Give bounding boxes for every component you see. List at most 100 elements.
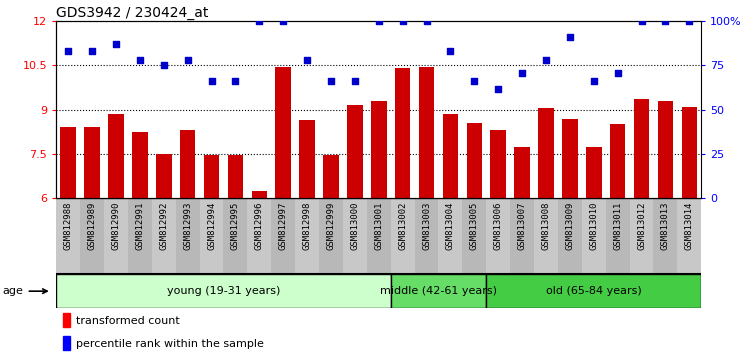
Text: GSM813012: GSM813012 [637,202,646,250]
Bar [248,198,272,274]
Point [230,79,242,84]
Point [564,34,576,40]
Bar [132,132,148,198]
Text: GSM812988: GSM812988 [64,202,73,250]
Bar [204,155,219,198]
Text: GSM812995: GSM812995 [231,202,240,250]
Point [110,41,122,47]
Text: GSM813010: GSM813010 [590,202,598,250]
Point [516,70,528,75]
Bar [299,120,315,198]
Text: GSM813003: GSM813003 [422,202,431,250]
Point [421,18,433,24]
Bar [658,101,674,198]
Text: GSM813009: GSM813009 [566,202,574,250]
Point [445,48,457,54]
Bar [439,198,462,274]
Point [612,70,624,75]
Text: GSM812996: GSM812996 [255,202,264,250]
Bar [228,155,243,198]
Bar [200,198,223,274]
Text: GSM813004: GSM813004 [446,202,455,250]
Bar [534,198,558,274]
Bar [108,114,124,198]
Point [540,57,552,63]
Bar [606,198,629,274]
Bar [629,198,653,274]
Bar [395,68,410,198]
Bar [634,99,650,198]
Bar [128,198,152,274]
Bar [486,274,701,308]
Bar [558,198,582,274]
Bar [586,147,602,198]
Bar [56,198,80,274]
Bar [442,114,458,198]
Point [492,86,504,91]
Text: young (19-31 years): young (19-31 years) [166,286,280,296]
Bar [275,67,291,198]
Bar [323,155,339,198]
Bar [653,198,677,274]
Bar [61,127,76,198]
Text: GSM813000: GSM813000 [350,202,359,250]
Point [659,18,671,24]
Text: GSM813008: GSM813008 [542,202,550,250]
Bar [538,108,554,198]
Point [683,18,695,24]
Bar [391,274,486,308]
Text: middle (42-61 years): middle (42-61 years) [380,286,497,296]
Bar [682,107,697,198]
Point [86,48,98,54]
Text: GSM813013: GSM813013 [661,202,670,250]
Point [468,79,480,84]
Bar [84,127,100,198]
Text: GSM813005: GSM813005 [470,202,478,250]
Bar [224,198,248,274]
Point [325,79,337,84]
Point [182,57,194,63]
Text: GDS3942 / 230424_at: GDS3942 / 230424_at [56,6,208,20]
Text: GSM813006: GSM813006 [494,202,502,250]
Point [349,79,361,84]
Bar [582,198,606,274]
Point [588,79,600,84]
Bar [343,198,367,274]
Bar [371,101,386,198]
Text: GSM813007: GSM813007 [518,202,526,250]
Bar [80,198,104,274]
Bar [610,125,626,198]
Bar [63,336,70,350]
Text: transformed count: transformed count [76,316,179,326]
Text: age: age [3,286,47,296]
Bar [272,198,296,274]
Point [278,18,290,24]
Point [254,18,266,24]
Point [158,63,170,68]
Bar [391,198,415,274]
Bar [514,147,529,198]
Text: GSM812994: GSM812994 [207,202,216,250]
Bar [466,123,482,198]
Bar [56,274,391,308]
Bar [319,198,343,274]
Bar [677,198,701,274]
Bar [367,198,391,274]
Point [397,18,409,24]
Bar [510,198,534,274]
Bar [415,198,439,274]
Text: GSM813001: GSM813001 [374,202,383,250]
Bar [486,198,510,274]
Bar [176,198,200,274]
Bar [490,130,506,198]
Point [635,18,647,24]
Text: percentile rank within the sample: percentile rank within the sample [76,339,263,349]
Text: GSM812989: GSM812989 [88,202,97,250]
Bar [156,154,172,198]
Bar [63,313,70,327]
Bar [347,105,363,198]
Point [301,57,313,63]
Point [134,57,146,63]
Bar [419,67,434,198]
Point [206,79,218,84]
